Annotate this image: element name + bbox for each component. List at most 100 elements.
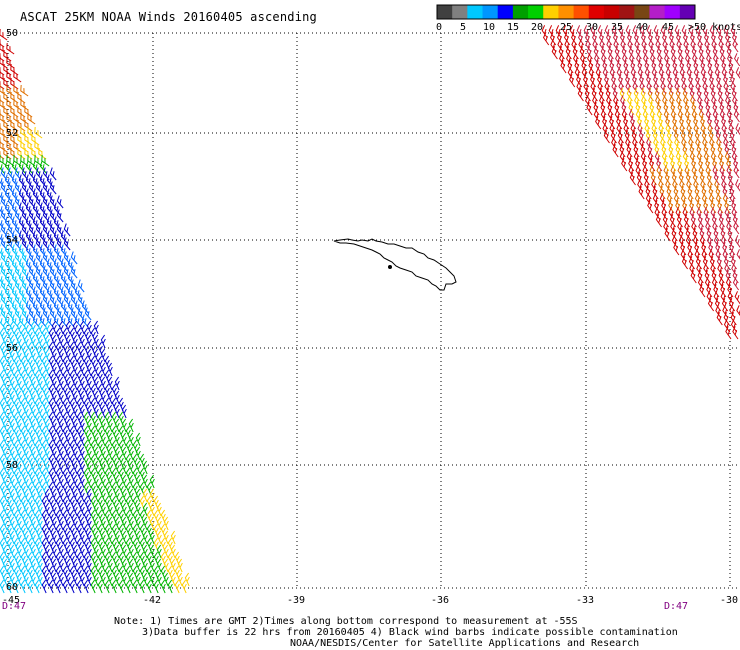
wind-barb [671,53,678,67]
wind-barb [639,137,646,151]
wind-barb [90,327,96,342]
wind-barb [76,537,82,552]
wind-barb [647,151,654,165]
wind-barb [56,195,64,209]
legend-swatch [664,5,681,19]
wind-barb [2,376,8,391]
wind-barb [671,235,678,249]
wind-barb [90,565,96,580]
wind-barb [7,251,15,265]
wind-barb [9,516,15,531]
wind-barb [711,95,718,109]
wind-barb [63,251,71,265]
wind-barb [121,446,127,461]
wind-barb [595,67,602,81]
wind-barb [111,579,117,594]
wind-barb [90,509,96,524]
wind-barb [97,341,103,356]
wind-barb [128,530,134,545]
wind-barb [676,39,683,53]
wind-barb [14,195,22,209]
wind-barb [16,404,22,419]
wind-barb [128,502,134,517]
wind-barb [104,509,110,524]
wind-barb [618,25,625,39]
lon-label-30: -30 [720,595,738,606]
wind-barb [684,165,691,179]
wind-barb [732,270,739,284]
wind-barb [28,181,36,195]
wind-barb [612,144,619,158]
wind-barb [65,474,71,489]
wind-barb [732,95,739,109]
wind-barb [626,151,633,165]
wind-barb [620,39,627,53]
wind-barb [114,404,120,419]
wind-barb [76,523,82,538]
wind-barb [13,509,19,524]
wind-barb [79,502,85,517]
wind-barb [23,530,29,545]
wind-barb [13,523,19,538]
wind-barb [723,81,730,95]
wind-barb [35,279,43,293]
legend-label: 25 [560,22,572,33]
wind-barb [58,432,64,447]
wind-barb [721,67,728,81]
wind-barb [55,369,61,384]
wind-barb [587,53,594,67]
wind-barb [100,544,106,559]
wind-barb [736,249,740,263]
wind-barb [6,579,12,594]
wind-barb [2,558,8,573]
wind-barb [65,572,71,587]
wind-barb [6,112,15,125]
wind-barb [629,172,636,186]
wind-barb [63,265,71,279]
wind-barb [0,223,8,237]
wind-barb [153,523,159,538]
wind-barb [14,223,22,237]
legend-swatch [437,5,453,19]
wind-barb [65,460,71,475]
wind-barb [118,509,124,524]
wind-barb [76,467,82,482]
wind-barb [720,291,727,305]
wind-barb [0,279,8,293]
wind-barb [34,579,40,594]
wind-barb [114,460,120,475]
wind-barb [69,327,75,342]
wind-barb [13,537,19,552]
wind-barb [20,537,26,552]
wind-barb [104,481,110,496]
wind-barb [715,249,722,263]
wind-barb [114,572,120,587]
wind-barb [20,467,26,482]
wind-barb [30,516,36,531]
wind-barb [600,109,607,123]
wind-barb [97,537,103,552]
wind-barb [65,516,71,531]
wind-barb [23,432,29,447]
wind-barb [20,126,29,139]
wind-barb [93,446,99,461]
wind-barb [7,167,15,181]
wind-barb [696,151,703,165]
wind-barb [100,362,106,377]
wind-barb [142,474,148,489]
wind-barb [649,165,656,179]
wind-barb [637,123,644,137]
wind-barb [581,67,588,81]
wind-barb [23,376,29,391]
lat-lon-grid [7,32,738,589]
wind-barb [27,551,33,566]
wind-barb [44,432,50,447]
wind-barb [153,537,159,552]
wind-barb [37,488,43,503]
wind-barb [611,137,618,151]
wind-barb [676,95,683,109]
wind-barb [69,579,75,594]
wind-barb [30,558,36,573]
wind-barb [20,565,26,580]
wind-barb [90,495,96,510]
